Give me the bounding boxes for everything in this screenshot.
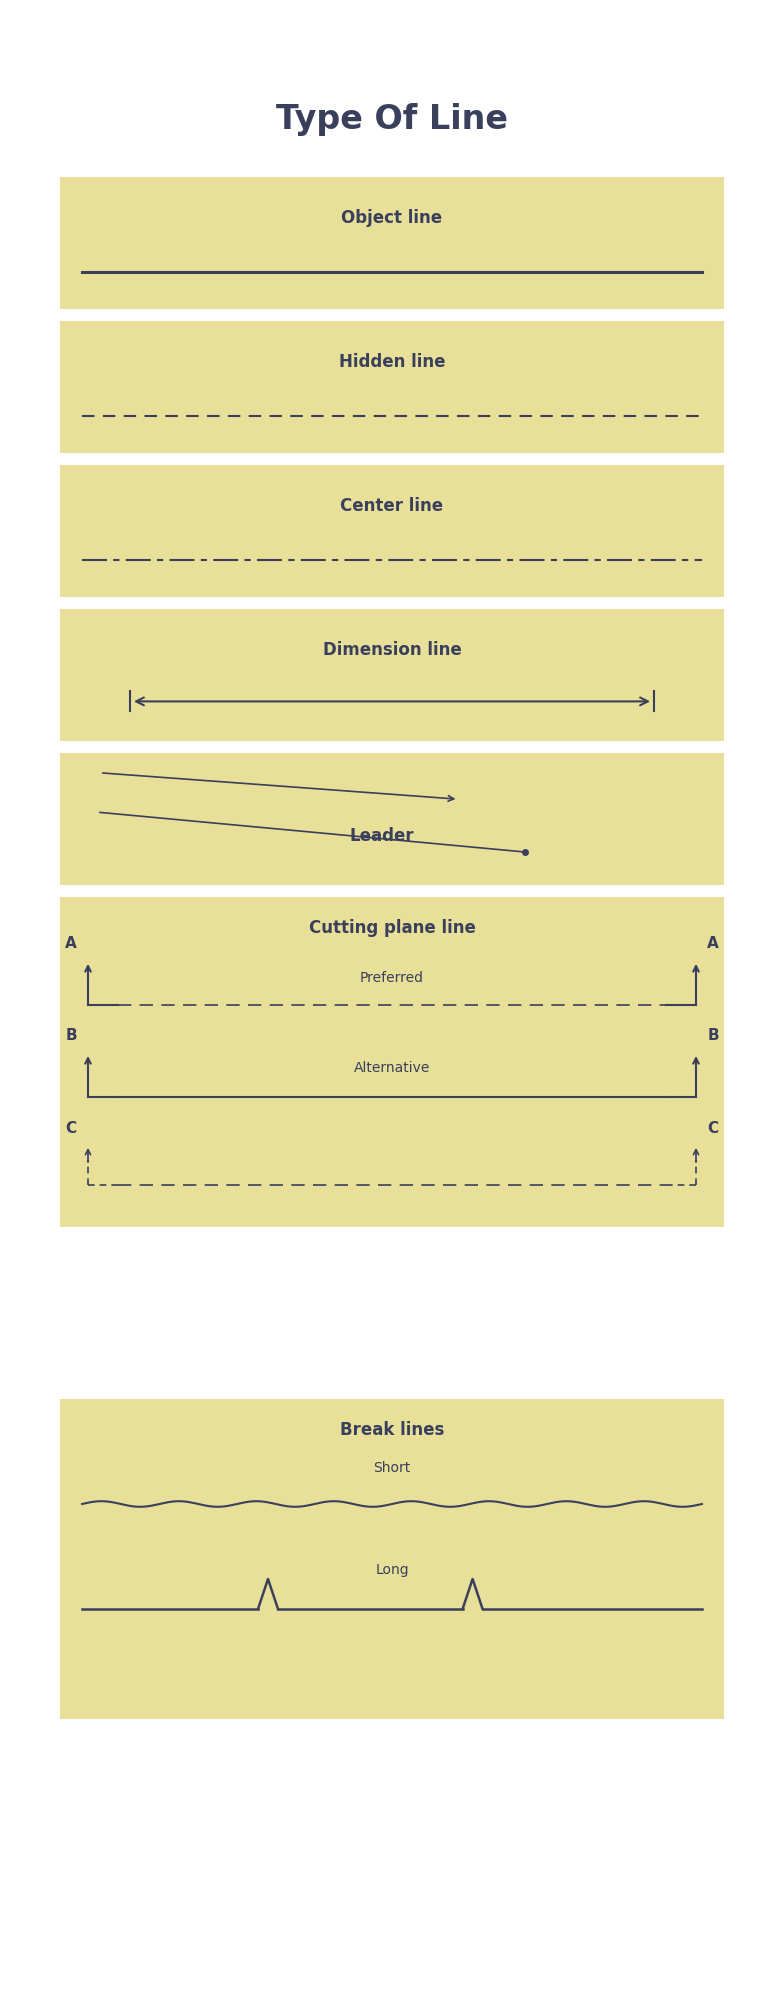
Text: Long: Long	[376, 1562, 408, 1576]
FancyBboxPatch shape	[60, 897, 724, 1227]
FancyBboxPatch shape	[60, 753, 724, 885]
Text: Dimension line: Dimension line	[323, 639, 461, 657]
FancyBboxPatch shape	[60, 178, 724, 310]
Text: C: C	[65, 1121, 77, 1135]
Text: A: A	[707, 935, 719, 951]
Text: Type Of Line: Type Of Line	[276, 104, 508, 136]
FancyBboxPatch shape	[60, 1399, 724, 1718]
Text: Cutting plane line: Cutting plane line	[309, 919, 475, 937]
Text: Hidden line: Hidden line	[339, 352, 445, 370]
Text: A: A	[65, 935, 77, 951]
FancyBboxPatch shape	[60, 322, 724, 454]
Text: Preferred: Preferred	[360, 971, 424, 985]
Text: B: B	[65, 1027, 77, 1043]
Text: Center line: Center line	[340, 496, 444, 513]
Text: Leader: Leader	[350, 827, 414, 845]
Text: Object line: Object line	[342, 208, 442, 226]
Text: C: C	[707, 1121, 719, 1135]
FancyBboxPatch shape	[60, 609, 724, 741]
FancyBboxPatch shape	[60, 466, 724, 597]
Text: Break lines: Break lines	[339, 1421, 445, 1439]
Text: Alternative: Alternative	[354, 1061, 430, 1075]
Text: B: B	[707, 1027, 719, 1043]
Text: Short: Short	[373, 1461, 411, 1475]
